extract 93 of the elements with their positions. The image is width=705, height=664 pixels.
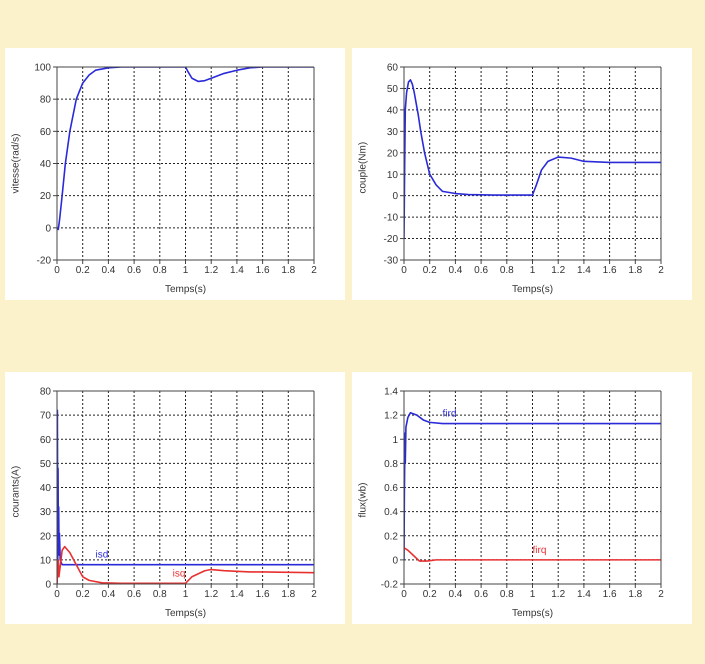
x-tick-label: 1.4 (576, 265, 592, 276)
y-tick-label: 80 (40, 386, 52, 398)
x-tick-label: 0.2 (422, 265, 438, 276)
y-tick-label: 70 (40, 410, 52, 422)
x-tick-label: 0 (54, 589, 60, 600)
x-tick-label: 1.4 (576, 589, 592, 600)
y-tick-label: 0 (392, 555, 398, 566)
y-tick-label: 50 (386, 84, 398, 95)
y-tick-label: -20 (384, 234, 398, 246)
x-tick-label: 1 (182, 265, 189, 276)
x-tick-label: 0.4 (448, 589, 463, 600)
y-tick-label: 0 (45, 223, 52, 234)
x-axis-title: Temps(s) (164, 284, 206, 295)
x-tick-label: 0 (401, 589, 408, 600)
y-tick-label: 100 (34, 62, 52, 74)
y-tick-label: 80 (40, 94, 52, 106)
y-axis-title: vitesse(rad/s) (10, 133, 22, 194)
y-tick-label: 10 (40, 555, 52, 566)
x-tick-label: 1 (530, 589, 536, 600)
x-tick-label: 2 (311, 589, 318, 600)
y-tick-label: 0.8 (384, 458, 398, 470)
y-tick-label: 40 (40, 483, 52, 494)
x-tick-label: 1.6 (602, 265, 617, 276)
y-tick-label: 60 (40, 434, 52, 446)
y-tick-label: 50 (40, 458, 52, 470)
x-tick-label: 0.4 (101, 589, 116, 600)
x-tick-label: 0.6 (474, 265, 488, 276)
y-axis-title: flux(wb) (358, 482, 369, 518)
x-tick-label: 1.2 (551, 265, 566, 276)
y-tick-label: 0.4 (384, 507, 398, 518)
y-tick-label: 60 (40, 126, 52, 138)
x-tick-label: 0.2 (76, 589, 90, 600)
x-tick-label: 2 (311, 265, 318, 276)
x-tick-label: 1.8 (281, 265, 296, 276)
series-label: fird (442, 408, 456, 420)
y-tick-label: 30 (40, 507, 52, 518)
y-tick-label: -0.2 (380, 580, 398, 591)
y-tick-label: 30 (386, 126, 398, 138)
x-tick-label: 0.6 (474, 589, 488, 600)
x-tick-label: 0.6 (127, 589, 142, 600)
x-tick-label: 1.8 (628, 589, 643, 600)
y-tick-label: 1.4 (384, 386, 398, 398)
y-tick-label: 20 (40, 191, 52, 202)
x-tick-label: 1.8 (281, 589, 296, 600)
x-tick-label: 0.2 (422, 589, 438, 600)
x-tick-label: 2 (658, 265, 664, 276)
y-tick-label: -10 (384, 212, 398, 224)
x-tick-label: 0.8 (500, 265, 514, 276)
x-tick-label: 1.2 (551, 589, 566, 600)
y-tick-label: 1 (392, 434, 398, 446)
x-tick-label: 1.4 (230, 265, 244, 276)
y-tick-label: -30 (384, 256, 398, 267)
x-tick-label: 0.2 (76, 265, 90, 276)
x-tick-label: 2 (658, 589, 664, 600)
y-tick-label: 0 (45, 580, 52, 591)
series-label: firq (532, 544, 546, 556)
x-tick-label: 1.6 (256, 589, 270, 600)
x-tick-label: 1.2 (204, 265, 219, 276)
x-axis-title: Temps(s) (512, 284, 554, 295)
x-tick-label: 0.8 (152, 589, 168, 600)
x-tick-label: 0.6 (127, 265, 142, 276)
y-tick-label: 60 (386, 62, 398, 74)
x-tick-label: 0.8 (152, 265, 168, 276)
y-tick-label: 0.6 (384, 483, 398, 494)
x-tick-label: 1 (182, 589, 189, 600)
series-label: isq (172, 568, 186, 580)
x-tick-label: 0.4 (448, 265, 463, 276)
x-axis-title: Temps(s) (164, 608, 206, 619)
y-tick-label: 40 (40, 159, 52, 170)
y-axis-title: couple(Nm) (358, 142, 369, 194)
y-axis-title: courants(A) (10, 466, 22, 518)
y-tick-label: 10 (386, 170, 398, 181)
y-tick-label: 20 (40, 531, 52, 542)
x-tick-label: 1.8 (628, 265, 643, 276)
y-tick-label: -20 (36, 256, 52, 267)
x-tick-label: 1 (530, 265, 536, 276)
x-axis-title: Temps(s) (512, 608, 554, 619)
x-tick-label: 1.2 (204, 589, 219, 600)
y-tick-label: 0 (392, 191, 398, 202)
y-tick-label: 0.2 (384, 531, 398, 542)
x-tick-label: 0.4 (101, 265, 116, 276)
line-series (404, 547, 661, 562)
y-tick-label: 20 (386, 148, 398, 160)
x-tick-label: 0.8 (500, 589, 514, 600)
x-tick-label: 1.6 (602, 589, 617, 600)
y-tick-label: 1.2 (384, 410, 398, 422)
x-tick-label: 0 (54, 265, 60, 276)
x-tick-label: 1.4 (230, 589, 244, 600)
y-tick-label: 40 (386, 105, 398, 116)
x-tick-label: 1.6 (256, 265, 270, 276)
line-series (404, 79, 661, 240)
x-tick-label: 0 (401, 265, 408, 276)
series-label: isd (96, 550, 108, 561)
